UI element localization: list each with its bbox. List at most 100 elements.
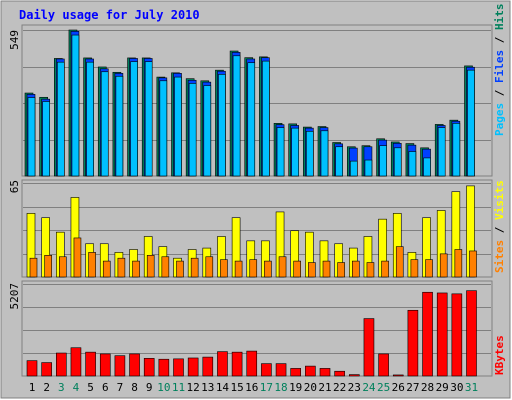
pages-bar xyxy=(306,131,314,177)
day-label: 14 xyxy=(216,381,230,394)
kbytes-bar xyxy=(70,347,82,377)
pages-bar xyxy=(232,55,241,177)
sites-bar xyxy=(132,260,140,278)
sites-bar xyxy=(322,260,331,278)
hits-max-label: 549 xyxy=(8,30,21,50)
sites-bar xyxy=(220,259,228,278)
kbytes-bar xyxy=(173,358,184,377)
day-label: 17 xyxy=(260,381,273,394)
kbytes-bar xyxy=(202,356,214,377)
day-label: 22 xyxy=(333,381,346,394)
sites-bar xyxy=(308,262,316,278)
kbytes-bar xyxy=(290,368,302,377)
sites-bar xyxy=(264,260,272,278)
kbytes-bar xyxy=(158,358,170,377)
pages-bar xyxy=(291,127,300,177)
pages-bar xyxy=(203,85,212,177)
sites-bar xyxy=(249,259,258,278)
pages-bar xyxy=(335,146,343,177)
kbytes-bar xyxy=(305,365,316,377)
day-label: 15 xyxy=(230,381,243,394)
pages-bar xyxy=(100,71,109,177)
sites-bar xyxy=(454,249,463,278)
pages-bar xyxy=(467,69,475,177)
pages-bar xyxy=(42,101,50,177)
kbytes-bar xyxy=(436,292,448,377)
kbytes-bar xyxy=(26,360,38,377)
day-label: 10 xyxy=(157,381,170,394)
pages-bar xyxy=(393,147,402,177)
kbytes-bar xyxy=(363,318,375,377)
day-label: 18 xyxy=(274,381,287,394)
pages-bar xyxy=(218,74,226,177)
sites-bar xyxy=(102,260,111,278)
pages-bar xyxy=(452,123,461,177)
day-label: 9 xyxy=(146,381,153,394)
day-label: 21 xyxy=(318,381,331,394)
sites-bar xyxy=(410,259,419,278)
kbytes-bar xyxy=(378,353,389,377)
legend-pages: Pages xyxy=(493,103,506,136)
kbytes-bar xyxy=(466,290,477,377)
pages-bar xyxy=(349,160,358,177)
kbytes-bar xyxy=(217,351,228,377)
legend-sep-2: / xyxy=(493,30,506,50)
day-label: 24 xyxy=(362,381,376,394)
day-label: 28 xyxy=(421,381,434,394)
day-label: 8 xyxy=(131,381,138,394)
sites-bar xyxy=(161,256,170,278)
day-label: 20 xyxy=(304,381,317,394)
day-label: 2 xyxy=(43,381,50,394)
kbytes-bar xyxy=(55,352,67,377)
day-label: 1 xyxy=(29,381,36,394)
day-label: 30 xyxy=(450,381,463,394)
day-label: 11 xyxy=(172,381,185,394)
legend-sites: Sites xyxy=(493,240,506,273)
day-label: 12 xyxy=(187,381,200,394)
pages-bar xyxy=(320,130,329,177)
sites-bar xyxy=(205,256,214,278)
kbytes-legend: KBytes xyxy=(493,335,506,375)
kbytes-bar xyxy=(261,363,272,377)
kbytes-bar xyxy=(451,293,463,377)
pages-bar xyxy=(188,83,197,177)
legend-kbytes: KBytes xyxy=(493,335,506,375)
day-label: 4 xyxy=(73,381,80,394)
sites-bar xyxy=(146,255,155,278)
pages-bar xyxy=(56,61,65,177)
day-label: 7 xyxy=(117,381,124,394)
kbytes-bar xyxy=(392,374,404,377)
sites-bar xyxy=(234,260,243,278)
pages-bar xyxy=(86,61,94,177)
kbytes-bar xyxy=(143,358,155,377)
pages-bar xyxy=(262,60,270,177)
pages-bar xyxy=(115,75,124,177)
pages-bar xyxy=(423,157,431,177)
sites-bar xyxy=(293,260,302,278)
legend-sep-3: / xyxy=(493,220,506,240)
sites-bar xyxy=(351,260,360,278)
kbytes-bar xyxy=(275,363,287,377)
sites-bar xyxy=(439,253,448,278)
sites-bar xyxy=(366,262,375,278)
sites-bar xyxy=(190,257,199,278)
kbytes-bar xyxy=(187,357,199,377)
pages-bar xyxy=(408,151,417,177)
pages-bar xyxy=(27,97,36,177)
kbytes-bar xyxy=(348,374,360,377)
sites-bar xyxy=(29,257,38,278)
sites-bar xyxy=(469,250,477,278)
pages-bar xyxy=(71,34,80,177)
legend-visits: Visits xyxy=(493,180,506,220)
day-label: 27 xyxy=(406,381,419,394)
kbytes-bar xyxy=(85,351,96,377)
sites-bar xyxy=(381,260,389,278)
kbytes-bar xyxy=(231,351,243,377)
pages-bar xyxy=(174,76,182,177)
sites-bar xyxy=(395,246,404,278)
pages-bar xyxy=(159,80,168,177)
pages-bar xyxy=(130,61,138,177)
kbytes-bar xyxy=(114,355,126,377)
kbytes-bar xyxy=(407,309,419,377)
pages-bar xyxy=(437,127,446,177)
